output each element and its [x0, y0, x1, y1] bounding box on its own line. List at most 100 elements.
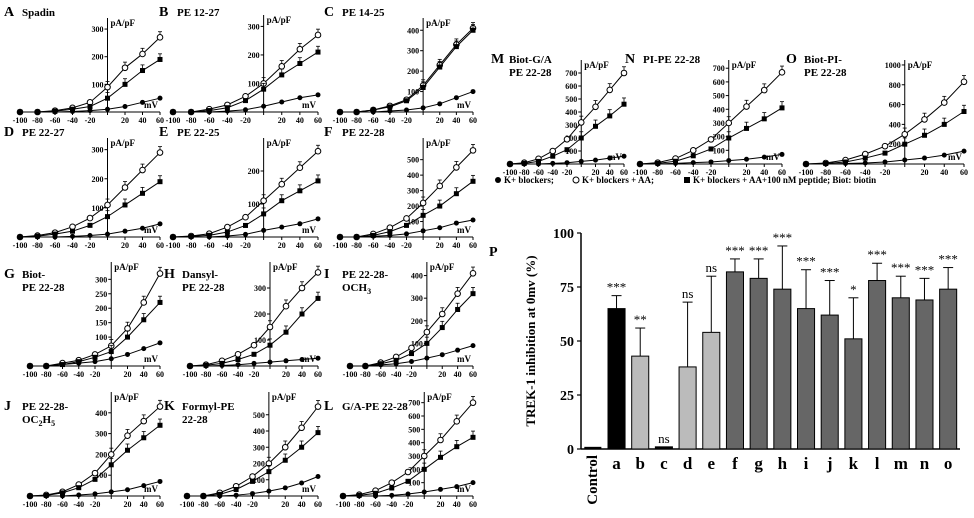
x-tick-label: 40 [139, 116, 147, 125]
y-axis-label: pA/pF [267, 138, 292, 148]
data-point [902, 157, 908, 163]
data-point [393, 357, 399, 363]
y-axis-label: pA/pF [111, 18, 136, 28]
y-axis-label: pA/pF [426, 18, 451, 28]
panel-letter: A [4, 5, 15, 20]
y-tick-label: 100 [713, 146, 725, 155]
y-axis-label: pA/pF [267, 15, 292, 25]
data-point [141, 435, 147, 441]
data-point [76, 359, 82, 365]
y-tick-label: 200 [95, 450, 107, 459]
x-tick-label: -20 [249, 370, 260, 379]
x-tick-label: 40 [606, 168, 614, 177]
category-label: c [660, 454, 668, 473]
data-point [282, 457, 288, 463]
x-axis-label: mV [302, 484, 316, 494]
data-point [882, 150, 888, 156]
data-point [315, 474, 321, 479]
x-tick-label: -80 [41, 500, 52, 509]
x-tick-label: -60 [50, 116, 61, 125]
bar [797, 308, 816, 450]
data-point [593, 157, 598, 163]
data-point [105, 95, 110, 101]
bar [844, 338, 863, 450]
y-tick-label: 300 [254, 284, 266, 293]
data-point [157, 179, 163, 185]
x-tick-label: 20 [124, 500, 132, 509]
x-tick-label: 60 [314, 370, 322, 379]
iv-panel-O: O Biot-PI-PE 22-28 -100 -80 -60 -40 -20 20 40 60 2… [786, 52, 968, 177]
iv-panel-A: A Spadin -100 -80 -60 -40 -20 20 40 60 100 200 300 pA… [4, 5, 164, 125]
x-tick-label: -20 [403, 500, 414, 509]
data-point [470, 291, 476, 297]
data-point [87, 222, 93, 228]
data-point [370, 107, 376, 113]
significance-label: *** [820, 265, 840, 280]
x-tick-label: -80 [186, 241, 197, 250]
bar [891, 297, 910, 450]
significance-label: * [850, 282, 857, 297]
data-point [354, 234, 360, 240]
iv-panel-L: L G/A-PE 22-28 -100 -80 -60 -40 -20 20 40 60 100 20… [324, 392, 477, 509]
data-point [761, 154, 767, 160]
x-tick-label: 40 [452, 241, 460, 250]
y-tick-label: 100 [553, 227, 574, 242]
x-tick-label: -40 [233, 370, 244, 379]
x-tick-label: 40 [139, 241, 147, 250]
y-tick-label: 200 [565, 134, 577, 143]
category-label: b [635, 454, 644, 473]
data-point [453, 44, 459, 50]
y-tick-label: 200 [92, 175, 104, 184]
data-point [843, 159, 848, 165]
x-tick-label: -100 [23, 500, 38, 509]
y-axis-label: pA/pF [114, 392, 139, 402]
panel-title: Formyl-PE [182, 401, 235, 413]
data-point [454, 484, 460, 490]
data-point [251, 360, 257, 366]
data-point [279, 198, 285, 204]
data-point [761, 116, 767, 122]
data-point [297, 221, 303, 227]
data-point [779, 151, 785, 157]
data-point [408, 344, 415, 352]
y-tick-label: 100 [408, 479, 420, 488]
x-tick-label: 60 [778, 168, 786, 177]
data-point [250, 478, 255, 484]
panel-title: PE 22-28- [22, 401, 68, 413]
data-point [224, 229, 230, 235]
significance-label: ns [706, 260, 718, 275]
data-point [536, 158, 541, 164]
x-tick-label: 20 [438, 370, 446, 379]
data-point [107, 451, 115, 458]
data-point [17, 234, 23, 240]
panel-letter: M [491, 52, 504, 67]
title-part: H [43, 414, 52, 426]
y-tick-label: 100 [92, 80, 104, 89]
data-point [105, 106, 110, 112]
data-point [140, 99, 145, 105]
x-tick-label: -80 [360, 370, 371, 379]
data-point [139, 50, 146, 58]
x-tick-label: 20 [281, 500, 289, 509]
y-tick-label: 200 [407, 67, 419, 76]
data-point [760, 86, 768, 94]
bar [631, 355, 650, 450]
data-point [299, 311, 305, 317]
data-point [52, 231, 58, 237]
iv-panel-G: G Biot-PE 22-28 -100 -80 -60 -40 -20 20 40 60 100 1… [4, 262, 164, 379]
data-point [961, 109, 967, 115]
x-tick-label: -100 [336, 500, 351, 509]
data-point [577, 119, 585, 126]
x-tick-label: -60 [204, 116, 215, 125]
data-point [438, 310, 446, 318]
panel-letter: F [324, 125, 333, 140]
data-point [70, 228, 75, 234]
y-tick-label: 300 [92, 146, 104, 155]
data-point [156, 34, 164, 41]
data-point [43, 363, 49, 369]
data-point [249, 473, 256, 480]
x-axis-label: mV [302, 100, 316, 110]
category-label: n [920, 454, 930, 473]
x-axis-label: mV [144, 354, 158, 364]
